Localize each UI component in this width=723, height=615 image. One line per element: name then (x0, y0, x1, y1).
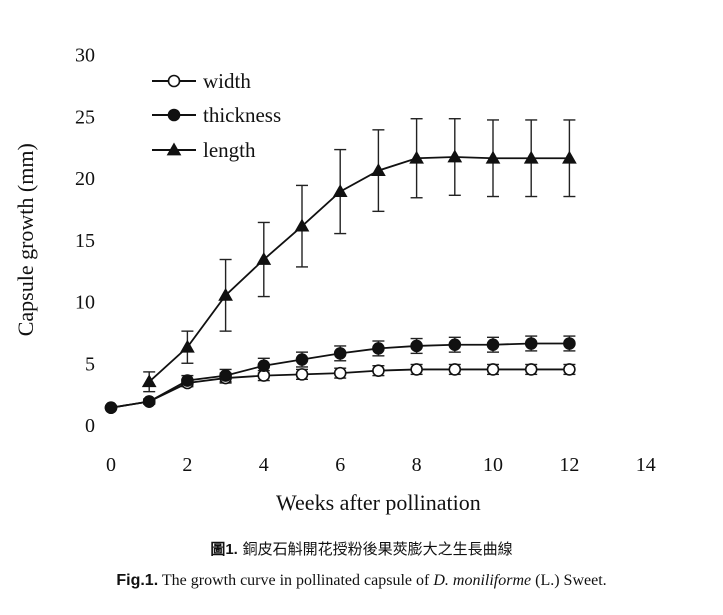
x-tick-label: 6 (335, 454, 345, 476)
data-point-length (180, 339, 195, 353)
data-point-thickness (104, 401, 118, 415)
data-point-thickness (142, 395, 156, 408)
x-axis-title: Weeks after pollination (276, 490, 481, 515)
data-point-width (295, 368, 309, 381)
data-point-width (563, 363, 576, 376)
markers-thickness (104, 337, 576, 415)
data-point-length (447, 149, 463, 163)
legend-marker-width (167, 74, 181, 88)
data-point-length (218, 287, 233, 301)
data-point-width (372, 364, 385, 377)
y-tick-label: 30 (75, 45, 95, 67)
caption-chinese: 圖1. 銅皮石斛開花授粉後果莢膨大之生長曲線 (0, 538, 723, 559)
data-point-thickness (410, 339, 423, 353)
data-point-thickness (524, 337, 538, 350)
x-tick-label: 0 (106, 454, 116, 476)
y-tick-label: 0 (85, 415, 95, 437)
data-point-thickness (333, 347, 347, 360)
x-tick-label: 14 (636, 454, 656, 476)
data-point-width (486, 363, 500, 376)
legend-label-width: width (203, 69, 251, 93)
data-point-thickness (372, 342, 385, 355)
data-point-thickness (257, 359, 271, 373)
markers-length (141, 149, 577, 388)
caption-english-text-after: (L.) Sweet. (535, 572, 607, 589)
y-tick-label: 25 (75, 106, 95, 128)
caption-chinese-text: 銅皮石斛開花授粉後果莢膨大之生長曲線 (242, 540, 513, 558)
caption-english-tag: Fig.1. (116, 572, 159, 589)
legend-item-width: width (152, 69, 251, 93)
data-point-width (524, 363, 538, 376)
y-tick-label: 5 (85, 353, 95, 375)
legend-item-thickness: thickness (152, 103, 281, 127)
x-tick-label: 8 (412, 454, 422, 476)
series-line-length (148, 156, 570, 383)
legend-label-length: length (203, 138, 256, 162)
data-point-thickness (486, 338, 500, 352)
data-point-thickness (181, 374, 194, 387)
caption-english: Fig.1. The growth curve in pollinated ca… (0, 572, 723, 590)
caption-english-text-before: The growth curve in pollinated capsule o… (161, 572, 430, 589)
legend-marker-thickness (167, 108, 181, 122)
axes-layer: 0 2 4 6 8 10 12 14 0 5 10 15 20 25 30 Weeks after polli… (13, 45, 656, 516)
legend-label-thickness: thickness (203, 103, 281, 127)
x-tick-label: 2 (182, 454, 192, 476)
data-point-length (332, 184, 348, 197)
data-point-width (448, 363, 462, 376)
data-point-length (485, 150, 501, 164)
caption-species-name: D. moniliforme (433, 572, 532, 589)
data-point-length (562, 150, 577, 164)
y-tick-label: 20 (75, 168, 95, 190)
growth-chart: 0 2 4 6 8 10 12 14 0 5 10 15 20 25 30 Weeks after polli… (13, 45, 656, 516)
y-tick-label: 10 (75, 292, 95, 314)
data-point-length (371, 163, 386, 176)
y-tick-label: 15 (75, 230, 95, 252)
data-point-thickness (295, 353, 309, 366)
data-point-thickness (219, 369, 232, 382)
x-tick-label: 10 (483, 454, 503, 476)
data-point-length (141, 374, 157, 388)
y-axis-title: Capsule growth (mm) (13, 143, 38, 336)
legend: width thickness length (152, 69, 281, 162)
x-tick-label: 4 (259, 454, 269, 476)
legend-item-length: length (152, 138, 256, 162)
data-point-thickness (448, 338, 462, 352)
data-point-width (410, 363, 423, 376)
data-point-thickness (563, 337, 576, 350)
data-point-length (256, 252, 272, 265)
data-point-length (294, 218, 310, 232)
x-tick-label: 12 (559, 454, 579, 476)
series-layer (104, 118, 577, 415)
legend-marker-length (166, 142, 182, 156)
caption-chinese-tag: 圖1. (210, 541, 238, 558)
data-point-length (409, 150, 424, 164)
data-point-length (523, 150, 539, 164)
data-point-width (333, 366, 347, 380)
